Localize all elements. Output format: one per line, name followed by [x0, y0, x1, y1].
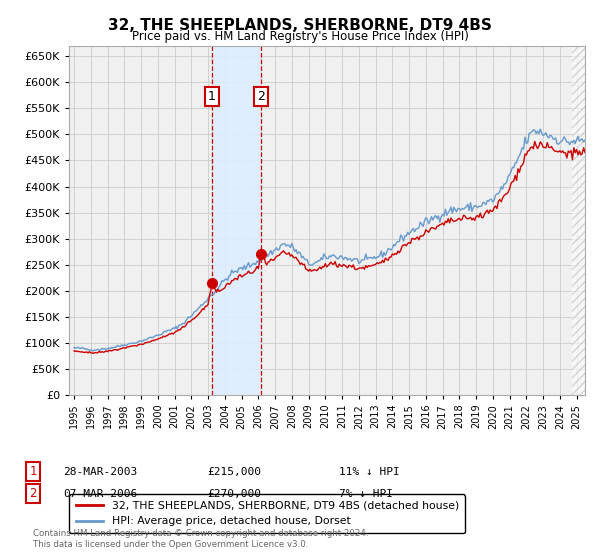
Bar — [212, 46, 262, 395]
Text: 28-MAR-2003: 28-MAR-2003 — [63, 466, 137, 477]
Text: £215,000: £215,000 — [207, 466, 261, 477]
Bar — [572, 46, 585, 395]
Text: £270,000: £270,000 — [207, 489, 261, 499]
Text: 2: 2 — [29, 487, 37, 501]
Text: 32, THE SHEEPLANDS, SHERBORNE, DT9 4BS: 32, THE SHEEPLANDS, SHERBORNE, DT9 4BS — [108, 18, 492, 33]
Text: 2: 2 — [257, 90, 265, 103]
Legend: 32, THE SHEEPLANDS, SHERBORNE, DT9 4BS (detached house), HPI: Average price, det: 32, THE SHEEPLANDS, SHERBORNE, DT9 4BS (… — [69, 494, 465, 533]
Text: 1: 1 — [29, 465, 37, 478]
Text: Price paid vs. HM Land Registry's House Price Index (HPI): Price paid vs. HM Land Registry's House … — [131, 30, 469, 43]
Text: 1: 1 — [208, 90, 216, 103]
Text: 07-MAR-2006: 07-MAR-2006 — [63, 489, 137, 499]
Text: Contains HM Land Registry data © Crown copyright and database right 2024.
This d: Contains HM Land Registry data © Crown c… — [33, 529, 368, 549]
Text: 7% ↓ HPI: 7% ↓ HPI — [339, 489, 393, 499]
Text: 11% ↓ HPI: 11% ↓ HPI — [339, 466, 400, 477]
Bar — [572, 46, 585, 395]
